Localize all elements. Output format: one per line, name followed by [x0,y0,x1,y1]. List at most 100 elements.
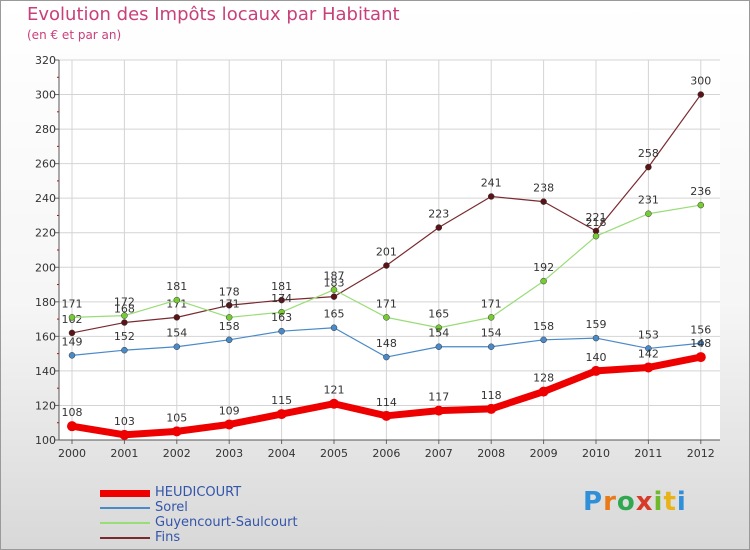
data-label-guyencourt-saulcourt: 171 [62,297,83,310]
y-tick-label: 300 [35,89,56,102]
data-point-guyencourt-saulcourt [68,314,76,321]
legend-swatch [100,522,150,524]
legend-label: Sorel [155,500,188,515]
data-label-heudicourt: 117 [428,391,449,404]
x-tick-label: 2004 [268,447,296,460]
data-label-heudicourt: 115 [271,394,292,407]
data-label-sorel: 154 [428,327,449,340]
data-point-guyencourt-saulcourt [121,312,128,319]
data-label-fins: 183 [324,277,345,290]
data-point-guyencourt-saulcourt [278,308,285,316]
x-tick-label: 2009 [530,447,558,460]
data-label-sorel: 154 [166,327,187,340]
data-point-sorel [330,324,338,331]
legend-label: HEUDICOURT [155,485,242,500]
data-point-fins [645,163,652,171]
data-point-sorel [383,353,390,361]
y-tick-label: 100 [35,434,56,447]
data-label-fins: 171 [166,297,187,310]
data-point-fins [435,224,443,231]
data-label-heudicourt: 103 [114,415,135,428]
data-point-guyencourt-saulcourt [225,314,233,321]
y-tick-label: 180 [35,296,56,309]
y-tick-label: 260 [35,158,56,171]
data-label-guyencourt-saulcourt: 218 [586,216,607,229]
data-label-fins: 201 [376,246,397,259]
logo-letter: t [663,487,677,517]
data-label-heudicourt: 105 [166,411,187,424]
data-point-guyencourt-saulcourt [173,296,181,304]
data-label-heudicourt: 128 [533,372,554,385]
data-point-heudicourt [381,410,392,421]
data-label-guyencourt-saulcourt: 165 [428,308,449,321]
data-point-guyencourt-saulcourt [540,277,547,285]
data-label-sorel: 152 [114,330,135,343]
data-point-guyencourt-saulcourt [330,286,338,293]
data-point-sorel [592,334,600,342]
legend-label: Fins [155,530,181,545]
x-tick-label: 2011 [634,447,662,460]
data-point-heudicourt [695,352,706,363]
data-point-fins [330,293,338,300]
data-point-heudicourt [643,362,654,373]
chart-title: Evolution des Impôts locaux par Habitant [27,4,400,25]
data-label-heudicourt: 121 [324,384,345,397]
data-point-sorel [68,352,76,359]
data-point-heudicourt [433,405,444,416]
data-label-heudicourt: 109 [219,404,240,417]
data-label-fins: 221 [586,211,607,224]
data-label-guyencourt-saulcourt: 174 [271,292,292,305]
data-point-guyencourt-saulcourt [487,314,495,321]
data-point-sorel [225,336,233,344]
data-point-sorel [173,343,181,350]
y-tick-label: 200 [35,261,56,274]
data-point-fins [540,198,547,205]
data-label-sorel: 163 [271,311,292,324]
data-point-heudicourt [329,398,339,409]
data-label-fins: 168 [114,303,135,316]
legend-swatch [100,507,150,509]
data-label-guyencourt-saulcourt: 171 [481,297,502,310]
logo-letter: x [635,487,654,517]
data-point-heudicourt [538,386,549,397]
data-label-fins: 238 [533,182,554,195]
x-tick-label: 2001 [110,447,138,460]
logo-letter: r [603,487,617,517]
data-point-fins [697,91,705,98]
data-point-heudicourt [119,429,130,440]
data-point-fins [173,314,181,321]
data-point-fins [383,262,390,269]
data-point-heudicourt [224,419,235,430]
x-tick-label: 2010 [582,447,610,460]
data-point-guyencourt-saulcourt [435,324,443,331]
x-tick-label: 2002 [163,447,191,460]
data-label-guyencourt-saulcourt: 172 [114,296,135,309]
data-label-fins: 241 [481,176,502,189]
data-point-sorel [697,340,705,347]
legend-swatch [100,537,150,539]
data-point-heudicourt [591,365,601,376]
data-label-guyencourt-saulcourt: 236 [690,185,711,198]
data-label-fins: 300 [690,75,711,88]
data-label-sorel: 159 [586,318,607,331]
data-label-heudicourt: 108 [62,406,83,419]
proxiti-logo: Proxiti [583,487,687,517]
x-tick-label: 2006 [372,447,400,460]
legend-swatch [100,489,150,497]
data-point-guyencourt-saulcourt [645,210,652,217]
logo-letter: o [616,487,636,517]
data-label-fins: 178 [219,285,240,298]
data-label-fins: 181 [271,280,292,293]
data-label-guyencourt-saulcourt: 231 [638,194,659,207]
data-point-sorel [645,345,652,352]
y-tick-label: 120 [35,399,56,412]
data-label-heudicourt: 142 [638,347,659,360]
x-tick-label: 2012 [687,447,715,460]
x-tick-label: 2003 [215,447,243,460]
y-tick-label: 220 [35,227,56,240]
data-label-sorel: 165 [324,308,345,321]
plot-area [59,60,720,440]
logo-letter: P [583,487,604,517]
data-label-heudicourt: 140 [586,351,607,364]
